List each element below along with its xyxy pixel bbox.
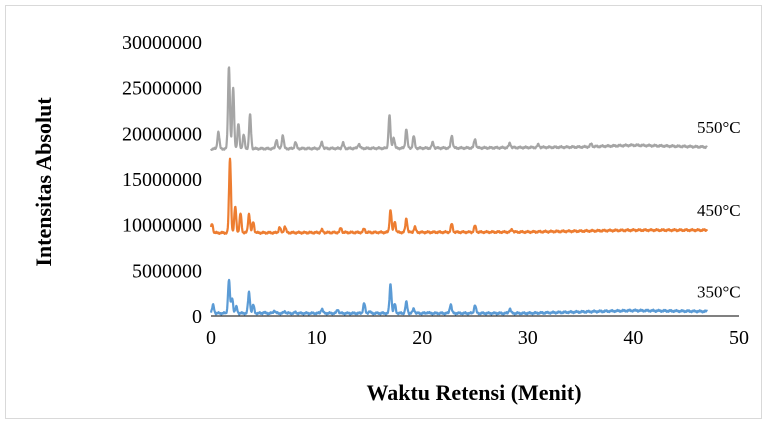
y-tick-label: 25000000 bbox=[122, 78, 202, 100]
series-line-1 bbox=[209, 157, 709, 235]
series-label-2: 550°C bbox=[697, 118, 741, 137]
y-tick-labels: 0 5000000 10000000 15000000 20000000 25000000… bbox=[122, 32, 202, 328]
y-tick-label: 15000000 bbox=[122, 169, 202, 191]
x-tick-label: 30 bbox=[518, 327, 538, 349]
y-tick-label: 5000000 bbox=[132, 260, 202, 282]
series-line-2 bbox=[210, 66, 708, 151]
series-label-0: 350°C bbox=[697, 282, 741, 301]
y-tick-label: 20000000 bbox=[122, 123, 202, 145]
y-tick-label: 30000000 bbox=[122, 32, 202, 54]
y-axis-title: Intensitas Absolut bbox=[31, 97, 56, 267]
x-tick-label: 10 bbox=[307, 327, 327, 349]
series-layer: 350°C 450°C 550°C bbox=[209, 66, 741, 316]
series-label-1: 450°C bbox=[697, 201, 741, 220]
y-tick-label: 10000000 bbox=[122, 215, 202, 237]
x-tick-label: 0 bbox=[206, 327, 216, 349]
chart-svg: Intensitas Absolut Waktu Retensi (Menit)… bbox=[31, 32, 749, 405]
series-line-0 bbox=[209, 278, 708, 316]
x-axis-title: Waktu Retensi (Menit) bbox=[366, 380, 581, 405]
x-tick-label: 20 bbox=[412, 327, 432, 349]
x-tick-label: 50 bbox=[729, 327, 749, 349]
x-tick-label: 40 bbox=[623, 327, 643, 349]
y-tick-label: 0 bbox=[192, 306, 202, 328]
x-tick-labels: 0 10 20 30 40 50 bbox=[206, 327, 749, 349]
chart-frame: Intensitas Absolut Waktu Retensi (Menit)… bbox=[5, 5, 762, 419]
